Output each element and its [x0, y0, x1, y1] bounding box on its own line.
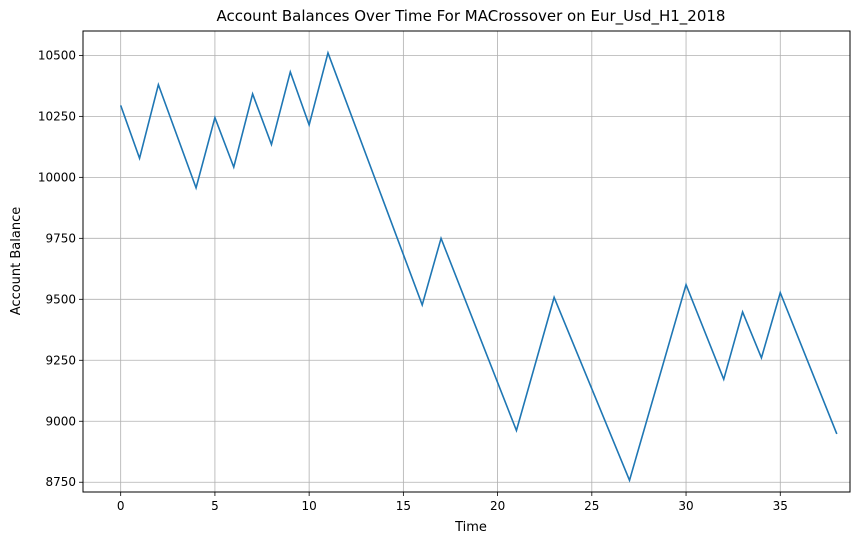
- x-tick-label: 5: [211, 499, 219, 513]
- y-tick-label: 9000: [45, 414, 76, 428]
- y-tick-label: 9250: [45, 353, 76, 367]
- x-tick-label: 15: [396, 499, 411, 513]
- x-tick-label: 20: [490, 499, 505, 513]
- x-tick-label: 25: [584, 499, 599, 513]
- series-line: [119, 50, 838, 483]
- y-tick-label: 9750: [45, 231, 76, 245]
- chart-title: Account Balances Over Time For MACrossov…: [217, 7, 726, 26]
- x-tick-label: 10: [302, 499, 317, 513]
- y-tick-label: 9500: [45, 292, 76, 306]
- x-axis-label: Time: [454, 520, 487, 535]
- y-axis-label: Account Balance: [9, 207, 24, 315]
- y-tick-label: 8750: [45, 475, 76, 489]
- x-tick-label: 30: [678, 499, 693, 513]
- series-layer: [119, 50, 838, 483]
- y-tick-label: 10250: [38, 109, 76, 123]
- plot-frame: [82, 30, 851, 493]
- x-tick-label: 35: [773, 499, 788, 513]
- x-tick-label: 0: [117, 499, 125, 513]
- y-tick-label: 10500: [38, 48, 76, 62]
- y-tick-label: 10000: [38, 170, 76, 184]
- grid: [83, 31, 850, 492]
- axis-ticks: 0 5 10 15 20 25 30 35 8750 9000 9250 9500 9750 10000 1…: [38, 48, 788, 513]
